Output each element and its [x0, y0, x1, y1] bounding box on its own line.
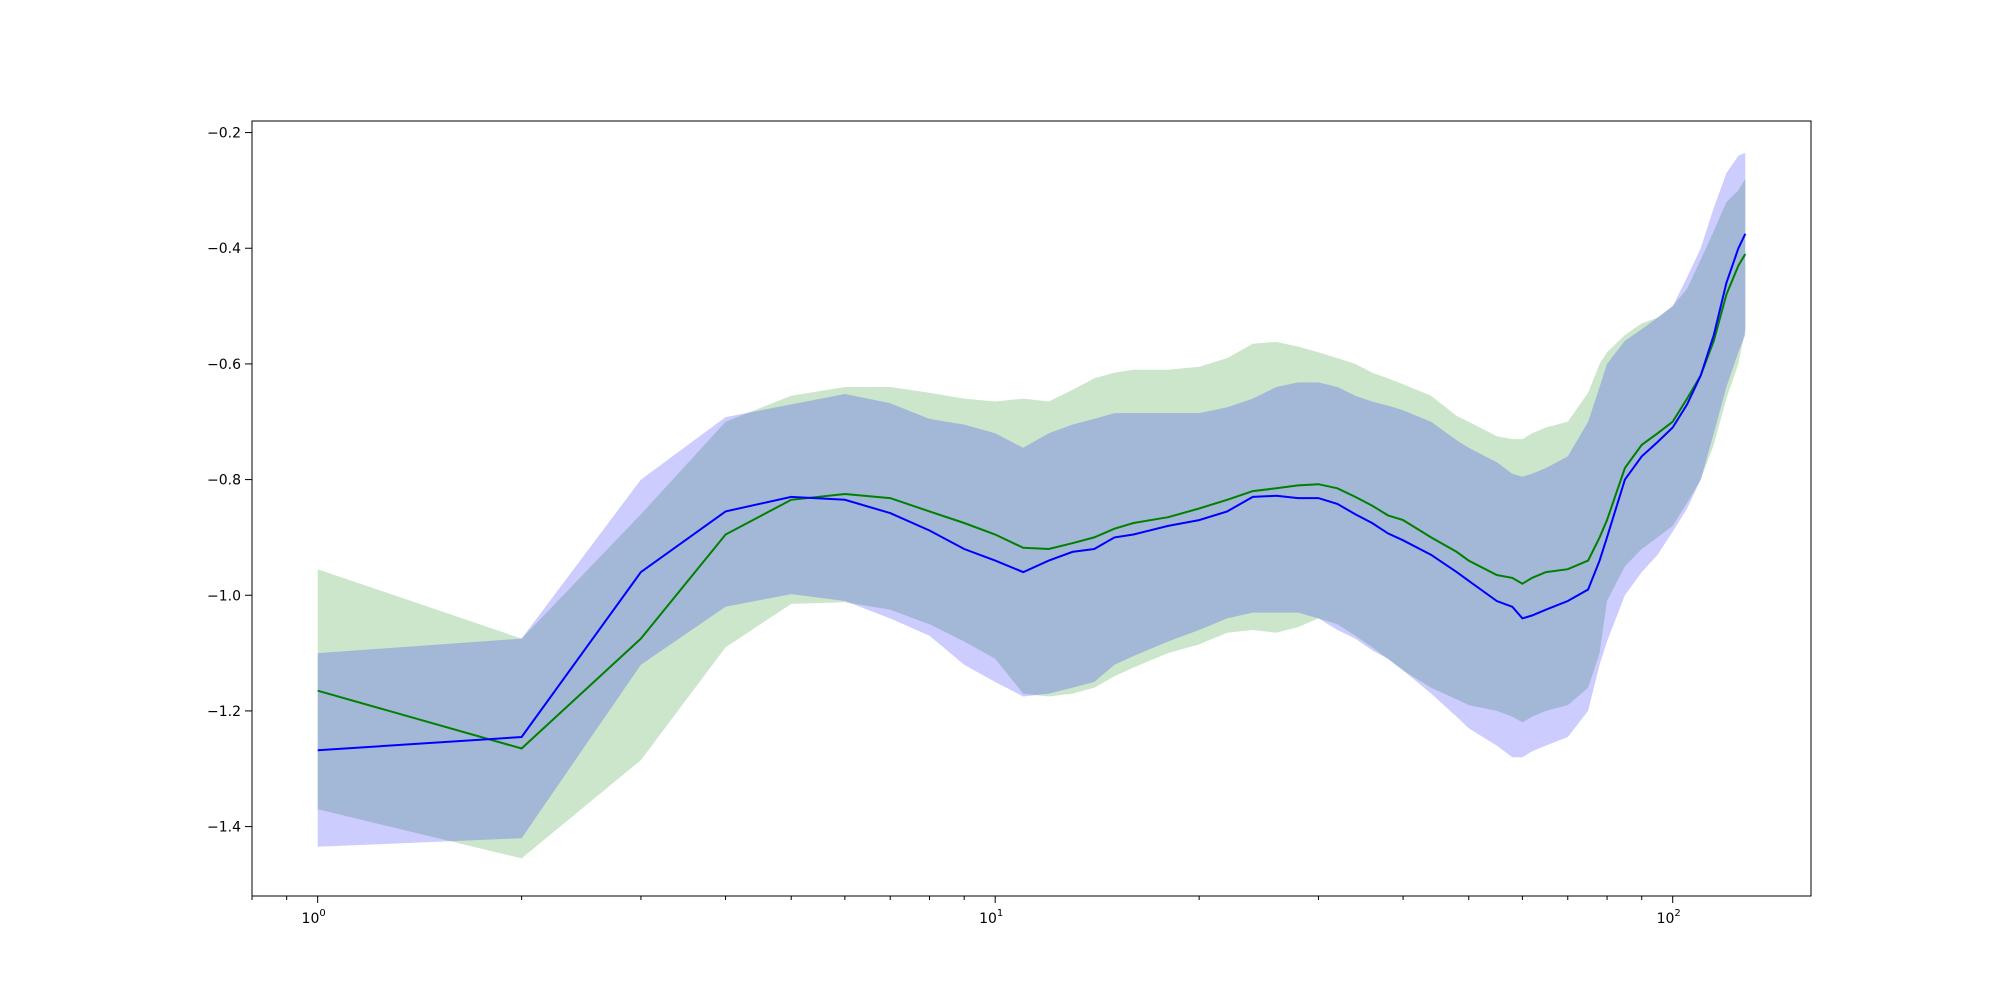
y-tick-label: −1.4	[207, 820, 241, 836]
x-tick-label: 102	[1657, 908, 1681, 927]
y-tick-label: −1.0	[207, 588, 241, 604]
y-tick-label: −1.2	[207, 704, 241, 720]
y-tick-label: −0.2	[207, 126, 241, 142]
series-1-band	[317, 178, 1746, 859]
series-2-line	[317, 233, 1747, 752]
x-tick-label: 100	[302, 908, 326, 927]
plot-area-frame	[251, 120, 1812, 897]
y-tick-label: −0.4	[207, 241, 241, 257]
series-2-band	[317, 152, 1746, 847]
x-axis: 100 101 102	[251, 896, 1681, 927]
y-tick-label: −0.6	[207, 357, 241, 373]
x-tick-label: 101	[979, 908, 1003, 927]
confidence-bands	[317, 152, 1746, 859]
series-lines	[317, 233, 1747, 752]
y-axis: −0.2 −0.4 −0.6 −0.8 −1.0 −1.2 −1.4	[207, 126, 252, 836]
y-tick-label: −0.8	[207, 473, 241, 489]
series-1-line	[317, 253, 1747, 750]
